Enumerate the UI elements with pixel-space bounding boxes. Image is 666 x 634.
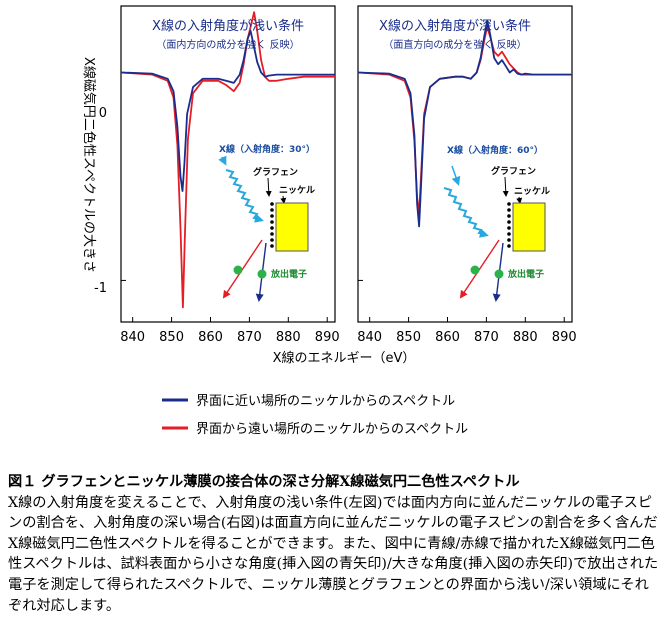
caption-title: 図１ グラフェンとニッケル薄膜の接合体の深さ分解X線磁気円二色性スペクトル: [8, 474, 520, 490]
y-tick-label-zero: 0: [99, 106, 107, 121]
y-axis-label: X線磁気円二色性スペクトルの大きさ: [81, 57, 97, 273]
graphene-pointer-arrow: [502, 176, 509, 197]
inset-illustration: X線（入射角度：60°） グラフェン ニッケル 放出電子: [443, 144, 550, 302]
nickel-label: ニッケル: [279, 185, 315, 196]
nickel-label: ニッケル: [514, 186, 550, 197]
graphene-dots-icon: [507, 202, 511, 248]
electron-label: 放出電子: [270, 268, 307, 280]
nickel-block-icon: [275, 202, 309, 252]
caption-body: X線の入射角度を変えることで、入射角度の浅い条件(左図)では面内方向に並んだニッ…: [8, 494, 659, 614]
y-tick-label-minus-one: -1: [94, 281, 107, 296]
figure-caption: 図１ グラフェンとニッケル薄膜の接合体の深さ分解X線磁気円二色性スペクトル X線…: [8, 472, 660, 616]
panel-subtitle: （面内方向の成分を強く 反映）: [156, 38, 299, 51]
series-line-near-interface: [357, 19, 572, 228]
xray-pointer-arrow: [218, 155, 227, 166]
graphene-label: グラフェン: [253, 166, 298, 178]
left-panel: 840 850 860 870 880 890 X線の入射角度が浅い条件 （面内方向の成分…: [94, 5, 340, 345]
x-tick-label: 840: [357, 330, 382, 345]
nickel-pointer-arrow: [516, 196, 523, 204]
figure-canvas: 840 850 860 870 880 890 X線の入射角度が浅い条件 （面内方向の成分…: [81, 5, 577, 437]
red-electron-arrow: [222, 239, 263, 299]
tick-layer: 840 850 860 870 880 890: [357, 72, 577, 345]
xray-pointer-arrow: [451, 165, 461, 186]
curve-layer: [357, 19, 572, 228]
x-tick-label: 860: [435, 330, 460, 345]
graphene-label: グラフェン: [491, 165, 536, 177]
incident-xray-label: X線（入射角度：60°）: [447, 144, 543, 156]
electron-dot-icon: [494, 269, 504, 279]
x-tick-label: 870: [237, 330, 262, 345]
electron-label: 放出電子: [507, 268, 544, 280]
series-line-far-interface: [120, 11, 335, 309]
panel-title: X線の入射角度が浅い条件: [152, 18, 304, 34]
x-axis-label: X線のエネルギー（eV）: [273, 350, 416, 366]
x-tick-label: 840: [120, 330, 145, 345]
inset-illustration: X線（入射角度：30°） グラフェン ニッケル 放出電子: [218, 143, 315, 302]
right-panel: 840 850 860 870 880 890 X線の入射角度が深い条件 （面直方向の成分…: [357, 5, 577, 345]
plot-frame: [357, 5, 573, 323]
incident-xray-wave-icon: [225, 169, 264, 223]
electron-dot-icon: [233, 265, 243, 275]
panel-title: X線の入射角度が深い条件: [379, 18, 531, 34]
x-tick-label: 850: [396, 330, 421, 345]
x-tick-label: 870: [474, 330, 499, 345]
incident-xray-label: X線（入射角度：30°）: [219, 143, 315, 155]
electron-dot-icon: [257, 269, 267, 279]
panel-subtitle: （面直方向の成分を強く 反映）: [383, 38, 526, 51]
x-tick-label: 850: [159, 330, 184, 345]
tick-layer: 840 850 860 870 880 890: [120, 72, 340, 345]
graphene-pointer-arrow: [265, 177, 272, 197]
x-tick-label: 880: [276, 330, 301, 345]
plot-frame: [120, 5, 336, 323]
nickel-pointer-arrow: [280, 195, 287, 204]
legend-label-far-interface: 界面から遠い場所のニッケルからのスペクトル: [196, 422, 468, 437]
series-line-near-interface: [120, 29, 335, 192]
x-tick-label: 880: [513, 330, 538, 345]
x-tick-label: 890: [315, 330, 340, 345]
graphene-dots-icon: [270, 202, 274, 248]
electron-dot-icon: [470, 265, 480, 275]
incident-xray-wave-icon: [443, 187, 489, 238]
x-tick-label: 860: [198, 330, 223, 345]
curve-layer: [120, 11, 335, 309]
legend: 界面に近い場所のニッケルからのスペクトル 界面から遠い場所のニッケルからのスペク…: [162, 394, 468, 437]
legend-label-near-interface: 界面に近い場所のニッケルからのスペクトル: [196, 394, 455, 409]
x-tick-label: 890: [552, 330, 577, 345]
red-electron-arrow: [459, 239, 500, 299]
nickel-block-icon: [512, 202, 546, 252]
